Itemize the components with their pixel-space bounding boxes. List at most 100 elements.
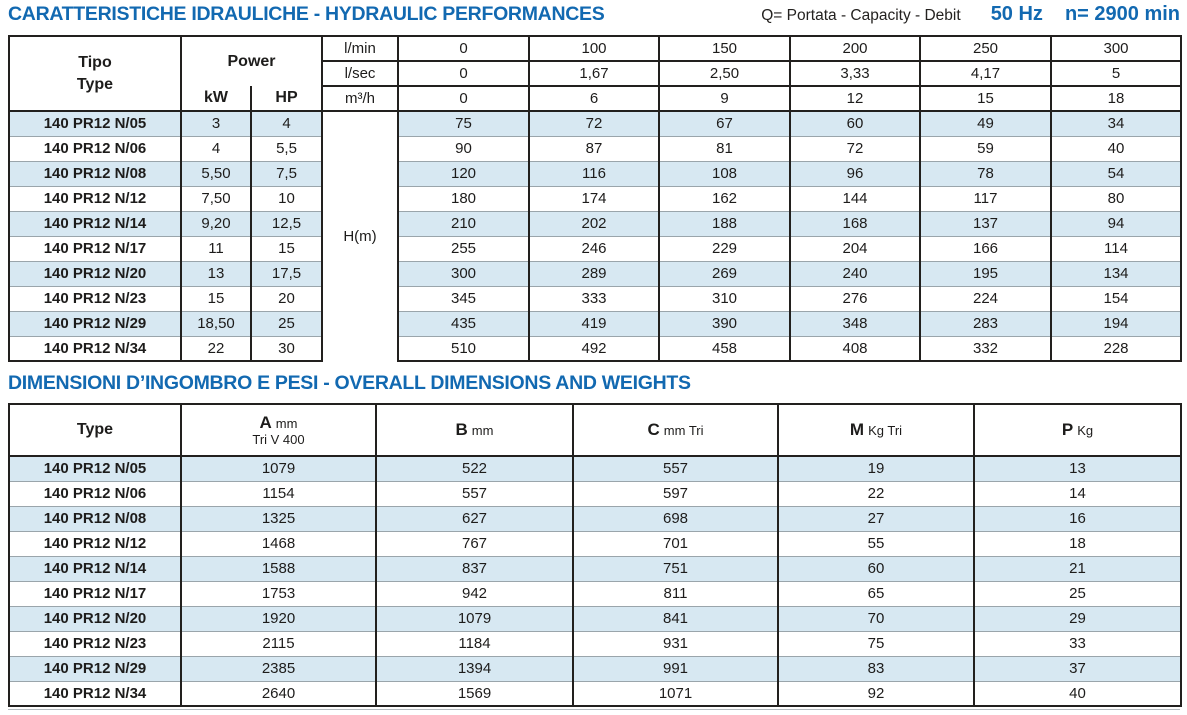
head-value-cell: 194 xyxy=(1050,310,1183,336)
table-row: 140 PR12 N/17 11 15 255 246 229 204 166 … xyxy=(8,235,1183,261)
dim-b-cell: 557 xyxy=(375,480,573,506)
flow-lsec-value: 2,50 xyxy=(658,60,792,87)
dim-a-cell: 1920 xyxy=(180,605,376,631)
hp-cell: 30 xyxy=(249,335,323,362)
dim-a-cell: 1468 xyxy=(180,530,376,556)
weight-m-cell: 70 xyxy=(777,605,974,631)
pump-type-cell: 140 PR12 N/17 xyxy=(8,235,181,261)
weight-p-cell: 14 xyxy=(973,480,1182,506)
table-row: 140 PR12 N/34 2640 1569 1071 92 40 xyxy=(8,680,1182,707)
table-row: 140 PR12 N/14 9,20 12,5 210 202 188 168 … xyxy=(8,210,1183,236)
head-value-cell: 59 xyxy=(919,135,1052,161)
weight-m-cell: 75 xyxy=(777,630,974,656)
head-value-cell: 310 xyxy=(658,285,791,311)
head-value-cell: 166 xyxy=(919,235,1052,261)
dim-a-cell: 2115 xyxy=(180,630,376,656)
pump-type-cell: 140 PR12 N/14 xyxy=(8,210,181,236)
head-value-cell: 134 xyxy=(1050,260,1183,286)
table-row: 140 PR12 N/34 22 30 510 492 458 408 332 … xyxy=(8,335,1183,362)
dim-b-cell: 1569 xyxy=(375,680,573,707)
weight-p-letter: P xyxy=(1061,420,1074,439)
head-value-cell: 224 xyxy=(919,285,1052,311)
head-value-cell: 174 xyxy=(528,185,660,211)
table-row: 140 PR12 N/08 1325 627 698 27 16 xyxy=(8,505,1182,531)
head-value-cell: 67 xyxy=(658,110,791,136)
hp-cell: 4 xyxy=(249,110,323,136)
head-value-cell: 34 xyxy=(1050,110,1183,136)
tipo-label: Tipo xyxy=(78,53,112,71)
hp-header: HP xyxy=(249,86,324,112)
head-value-cell: 116 xyxy=(528,160,660,186)
flow-m3h-value: 18 xyxy=(1050,85,1183,112)
dim-c-cell: 991 xyxy=(572,655,778,681)
flow-lsec-value: 1,67 xyxy=(528,60,661,87)
table-row: 140 PR12 N/29 2385 1394 991 83 37 xyxy=(8,655,1182,681)
flow-m3h-value: 9 xyxy=(658,85,792,112)
flow-lmin-value: 250 xyxy=(919,35,1053,62)
dim-a-cell: 2385 xyxy=(180,655,376,681)
head-value-cell: 204 xyxy=(789,235,921,261)
table-row: 140 PR12 N/17 1753 942 811 65 25 xyxy=(8,580,1182,606)
weight-m-letter: M xyxy=(849,420,865,439)
head-value-cell: 49 xyxy=(919,110,1052,136)
weight-p-cell: 21 xyxy=(973,555,1182,581)
dim-c-cell: 701 xyxy=(572,530,778,556)
hydraulic-table-body: 140 PR12 N/05 3 4 H(m) 75 72 67 60 49 34… xyxy=(8,110,1183,362)
weight-p-unit: Kg xyxy=(1077,423,1094,438)
weight-p-header: P Kg xyxy=(973,403,1182,457)
page-bottom-rule xyxy=(8,709,1180,710)
dim-c-cell: 597 xyxy=(572,480,778,506)
dim-c-cell: 557 xyxy=(572,455,778,481)
head-value-cell: 75 xyxy=(397,110,530,136)
head-value-cell: 492 xyxy=(528,335,660,362)
kw-cell: 11 xyxy=(180,235,251,261)
hydraulic-table-header: Tipo Type Power l/min 0 100 150 200 250 … xyxy=(8,35,1183,112)
kw-cell: 15 xyxy=(180,285,251,311)
unit-lmin-label: l/min xyxy=(321,35,400,62)
pump-type-cell: 140 PR12 N/20 xyxy=(8,260,181,286)
kw-cell: 7,50 xyxy=(180,185,251,211)
flow-lmin-value: 200 xyxy=(789,35,922,62)
flow-lmin-value: 0 xyxy=(397,35,531,62)
flow-lmin-value: 300 xyxy=(1050,35,1183,62)
weight-m-cell: 27 xyxy=(777,505,974,531)
dim-a-cell: 1588 xyxy=(180,555,376,581)
head-value-cell: 87 xyxy=(528,135,660,161)
head-value-cell: 202 xyxy=(528,210,660,236)
table-row: 140 PR12 N/20 13 17,5 300 289 269 240 19… xyxy=(8,260,1183,286)
pump-type-cell: 140 PR12 N/34 xyxy=(8,680,181,707)
dim-a-unit: mm xyxy=(275,416,298,432)
table-row: 140 PR12 N/06 1154 557 597 22 14 xyxy=(8,480,1182,506)
head-value-cell: 419 xyxy=(528,310,660,336)
dim-a-cell: 1079 xyxy=(180,455,376,481)
weight-m-cell: 55 xyxy=(777,530,974,556)
head-value-cell: 289 xyxy=(528,260,660,286)
head-value-cell: 229 xyxy=(658,235,791,261)
dimensions-section-title: DIMENSIONI D’INGOMBRO E PESI - OVERALL D… xyxy=(8,371,691,394)
hp-cell: 12,5 xyxy=(249,210,323,236)
head-value-cell: 114 xyxy=(1050,235,1183,261)
table-row: 140 PR12 N/05 3 4 H(m) 75 72 67 60 49 34 xyxy=(8,110,1183,361)
weight-p-cell: 37 xyxy=(973,655,1182,681)
hydraulic-section-title: CARATTERISTICHE IDRAULICHE - HYDRAULIC P… xyxy=(8,3,605,25)
head-value-cell: 188 xyxy=(658,210,791,236)
pump-type-cell: 140 PR12 N/23 xyxy=(8,630,181,656)
head-value-cell: 81 xyxy=(658,135,791,161)
weight-p-cell: 33 xyxy=(973,630,1182,656)
head-value-cell: 144 xyxy=(789,185,921,211)
flow-m3h-value: 0 xyxy=(397,85,531,112)
dim-b-cell: 1184 xyxy=(375,630,573,656)
dim-c-cell: 931 xyxy=(572,630,778,656)
head-value-cell: 333 xyxy=(528,285,660,311)
head-value-cell: 94 xyxy=(1050,210,1183,236)
head-value-cell: 78 xyxy=(919,160,1052,186)
head-value-cell: 60 xyxy=(789,110,921,136)
head-value-cell: 458 xyxy=(658,335,791,362)
table-row: 140 PR12 N/08 5,50 7,5 120 116 108 96 78… xyxy=(8,160,1183,186)
pump-type-cell: 140 PR12 N/29 xyxy=(8,310,181,336)
pump-type-cell: 140 PR12 N/23 xyxy=(8,285,181,311)
